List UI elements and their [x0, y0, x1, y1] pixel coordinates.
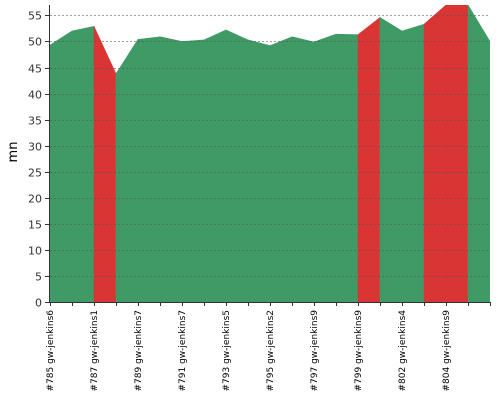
x-tick-label: #787 gw-jenkins1	[90, 310, 100, 391]
y-tick-label: 25	[28, 167, 42, 180]
y-tick-label: 45	[28, 63, 42, 76]
x-tick-label: #804 gw-jenkins9	[442, 310, 452, 392]
area-segment	[401, 23, 425, 302]
plot-area	[50, 5, 490, 302]
area-segment	[335, 33, 359, 302]
y-tick-label: 30	[28, 141, 42, 154]
y-tick-label: 5	[35, 271, 42, 284]
area-segment	[423, 5, 447, 302]
x-tick-label: #793 gw-jenkins5	[222, 310, 232, 391]
y-tick-label: 15	[28, 219, 42, 232]
area-segment	[467, 5, 490, 302]
area-segment	[247, 39, 271, 302]
y-axis-label: mn	[6, 142, 21, 163]
x-axis: #785 gw-jenkins6 #787 gw-jenkins1 #789 gw-…	[46, 302, 491, 391]
x-tick-label: #795 gw-jenkins2	[266, 310, 276, 391]
y-axis: 0 5 10 15 20 25 30 35 40 45 50 55	[28, 5, 50, 310]
y-tick-label: 20	[28, 193, 42, 206]
area-segment	[137, 36, 161, 302]
x-tick-label: #797 gw-jenkins9	[310, 310, 320, 392]
area-segment	[203, 29, 227, 302]
area-segment	[291, 36, 315, 302]
area-segment	[93, 26, 117, 302]
area-segment	[357, 16, 381, 302]
area-segment	[159, 36, 183, 302]
area-segment	[225, 29, 249, 302]
area-segment	[71, 25, 95, 302]
area-segment	[50, 30, 73, 302]
x-tick-label: #799 gw-jenkins9	[354, 310, 364, 392]
area-segment	[269, 36, 293, 302]
y-tick-label: 0	[35, 297, 42, 310]
y-tick-label: 50	[28, 36, 42, 49]
area-segment	[379, 16, 403, 302]
x-tick-label: #802 gw-jenkins4	[398, 310, 408, 392]
y-tick-label: 55	[28, 10, 42, 23]
y-tick-label: 40	[28, 89, 42, 102]
x-tick-label: #785 gw-jenkins6	[46, 310, 56, 392]
area-segment	[115, 38, 139, 302]
y-tick-label: 35	[28, 115, 42, 128]
gridlines	[50, 15, 490, 277]
y-tick-label: 10	[28, 245, 42, 258]
area-segment	[445, 5, 469, 302]
x-tick-label: #789 gw-jenkins7	[134, 310, 144, 391]
x-tick-label: #791 gw-jenkins7	[178, 310, 188, 391]
area-segment	[181, 39, 205, 302]
area-segment	[313, 33, 337, 302]
